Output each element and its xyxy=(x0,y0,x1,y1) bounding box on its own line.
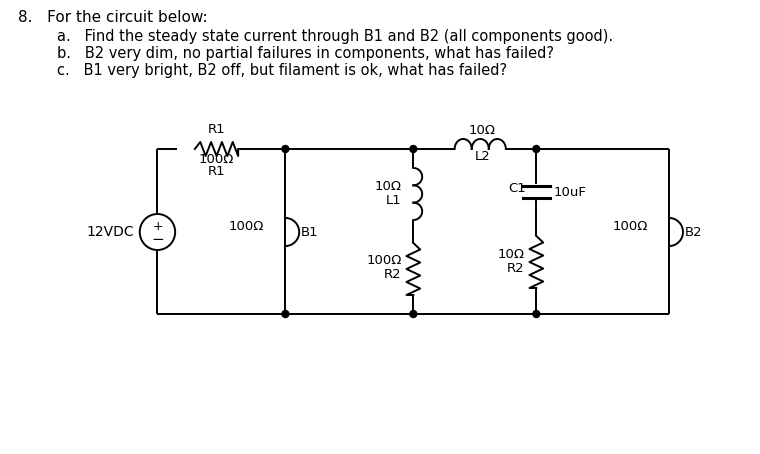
Text: 8.   For the circuit below:: 8. For the circuit below: xyxy=(17,10,207,25)
Text: 10uF: 10uF xyxy=(554,186,587,198)
Circle shape xyxy=(533,311,540,317)
Text: 10Ω: 10Ω xyxy=(498,247,524,261)
Circle shape xyxy=(410,145,416,153)
Text: +: + xyxy=(152,221,163,233)
Text: R2: R2 xyxy=(507,262,524,275)
Text: C1: C1 xyxy=(508,182,527,194)
Circle shape xyxy=(533,145,540,153)
Text: B1: B1 xyxy=(301,226,318,238)
Text: R1: R1 xyxy=(207,165,225,178)
Circle shape xyxy=(140,214,175,250)
Text: −: − xyxy=(151,232,164,247)
Text: 100Ω: 100Ω xyxy=(199,153,234,166)
Text: 100Ω: 100Ω xyxy=(366,255,401,267)
Text: c.   B1 very bright, B2 off, but filament is ok, what has failed?: c. B1 very bright, B2 off, but filament … xyxy=(57,63,507,78)
Text: 10Ω: 10Ω xyxy=(375,179,401,192)
Text: 100Ω: 100Ω xyxy=(228,221,264,233)
Text: L2: L2 xyxy=(474,150,490,163)
Circle shape xyxy=(410,311,416,317)
Text: 10Ω: 10Ω xyxy=(469,124,496,137)
Text: 100Ω: 100Ω xyxy=(612,221,648,233)
Text: B2: B2 xyxy=(685,226,702,238)
Text: a.   Find the steady state current through B1 and B2 (all components good).: a. Find the steady state current through… xyxy=(57,29,613,44)
Circle shape xyxy=(282,145,289,153)
Circle shape xyxy=(282,311,289,317)
Text: L1: L1 xyxy=(386,193,401,207)
Text: R1: R1 xyxy=(207,123,225,136)
Text: R2: R2 xyxy=(384,268,401,281)
Text: 12VDC: 12VDC xyxy=(86,225,134,239)
Text: b.   B2 very dim, no partial failures in components, what has failed?: b. B2 very dim, no partial failures in c… xyxy=(57,46,554,61)
